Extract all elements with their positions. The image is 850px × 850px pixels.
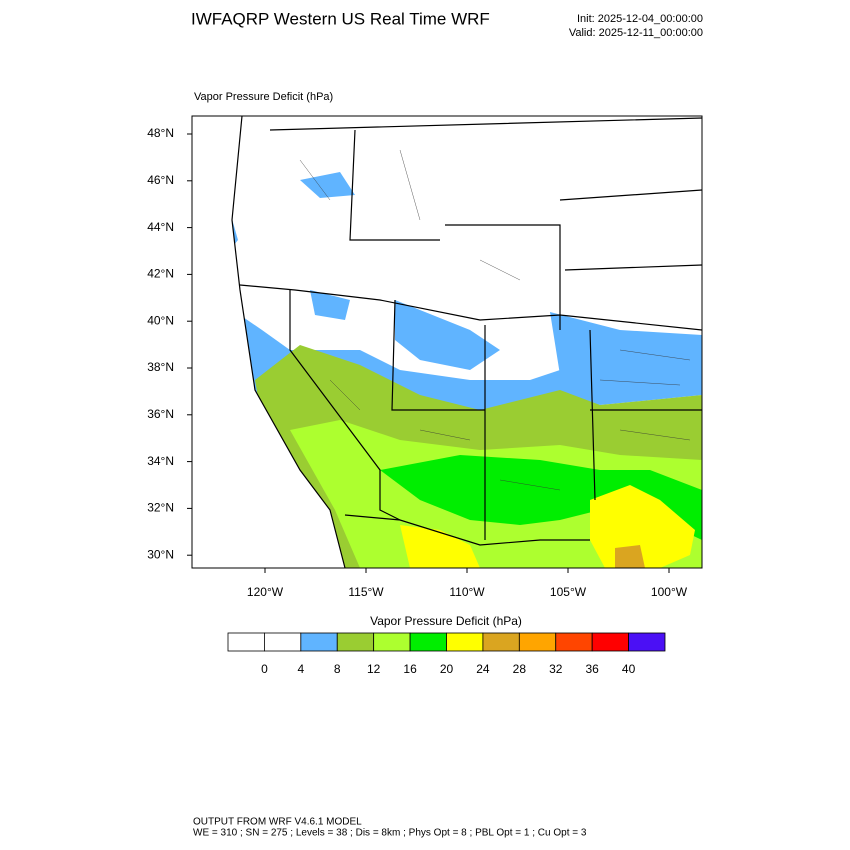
lon-label: 115°W	[348, 585, 384, 599]
lat-label: 34°N	[147, 454, 174, 468]
colorbar-label: 28	[513, 662, 527, 676]
colorbar-box	[446, 632, 484, 652]
colorbar-box	[373, 632, 411, 652]
colorbar-box	[591, 632, 629, 652]
colorbar-box	[227, 632, 265, 652]
colorbar-box	[628, 632, 666, 652]
lat-label: 40°N	[147, 313, 174, 327]
lat-label: 44°N	[147, 220, 174, 234]
colorbar-label: 0	[261, 662, 268, 676]
colorbar-title: Vapor Pressure Deficit (hPa)	[370, 614, 522, 628]
map-field	[192, 116, 702, 568]
map-title: Vapor Pressure Deficit (hPa)	[194, 91, 333, 103]
colorbar-label: 36	[585, 662, 599, 676]
colorbar-box	[264, 632, 302, 652]
lat-label: 42°N	[147, 267, 174, 281]
colorbar-label: 24	[476, 662, 490, 676]
lat-label: 46°N	[147, 173, 174, 187]
colorbar-label: 12	[367, 662, 381, 676]
lat-label: 36°N	[147, 407, 174, 421]
colorbar-label: 8	[334, 662, 341, 676]
lon-label: 120°W	[247, 585, 284, 599]
footer-line: OUTPUT FROM WRF V4.6.1 MODEL	[193, 817, 362, 828]
lat-label: 48°N	[147, 126, 174, 140]
colorbar-label: 20	[440, 662, 454, 676]
lat-label: 30°N	[147, 547, 174, 561]
lat-label: 32°N	[147, 501, 174, 515]
colorbar-label: 16	[403, 662, 417, 676]
map-frame	[191, 115, 703, 569]
lon-label: 100°W	[651, 585, 688, 599]
init-time: Init: 2025-12-04_00:00:00	[577, 13, 703, 25]
title: IWFAQRP Western US Real Time WRF	[191, 9, 490, 28]
colorbar-label: 4	[297, 662, 304, 676]
colorbar-label: 40	[622, 662, 636, 676]
valid-time: Valid: 2025-12-11_00:00:00	[569, 27, 703, 39]
colorbar-box	[555, 632, 593, 652]
colorbar-label: 32	[549, 662, 563, 676]
footer-line: WE = 310 ; SN = 275 ; Levels = 38 ; Dis …	[193, 828, 587, 839]
colorbar-box	[482, 632, 520, 652]
colorbar-box	[518, 632, 557, 652]
colorbar-box	[409, 632, 447, 652]
colorbar-box	[336, 632, 375, 652]
colorbar-box	[300, 632, 338, 652]
lon-label: 110°W	[449, 585, 485, 599]
lat-label: 38°N	[147, 360, 174, 374]
lon-label: 105°W	[550, 585, 587, 599]
